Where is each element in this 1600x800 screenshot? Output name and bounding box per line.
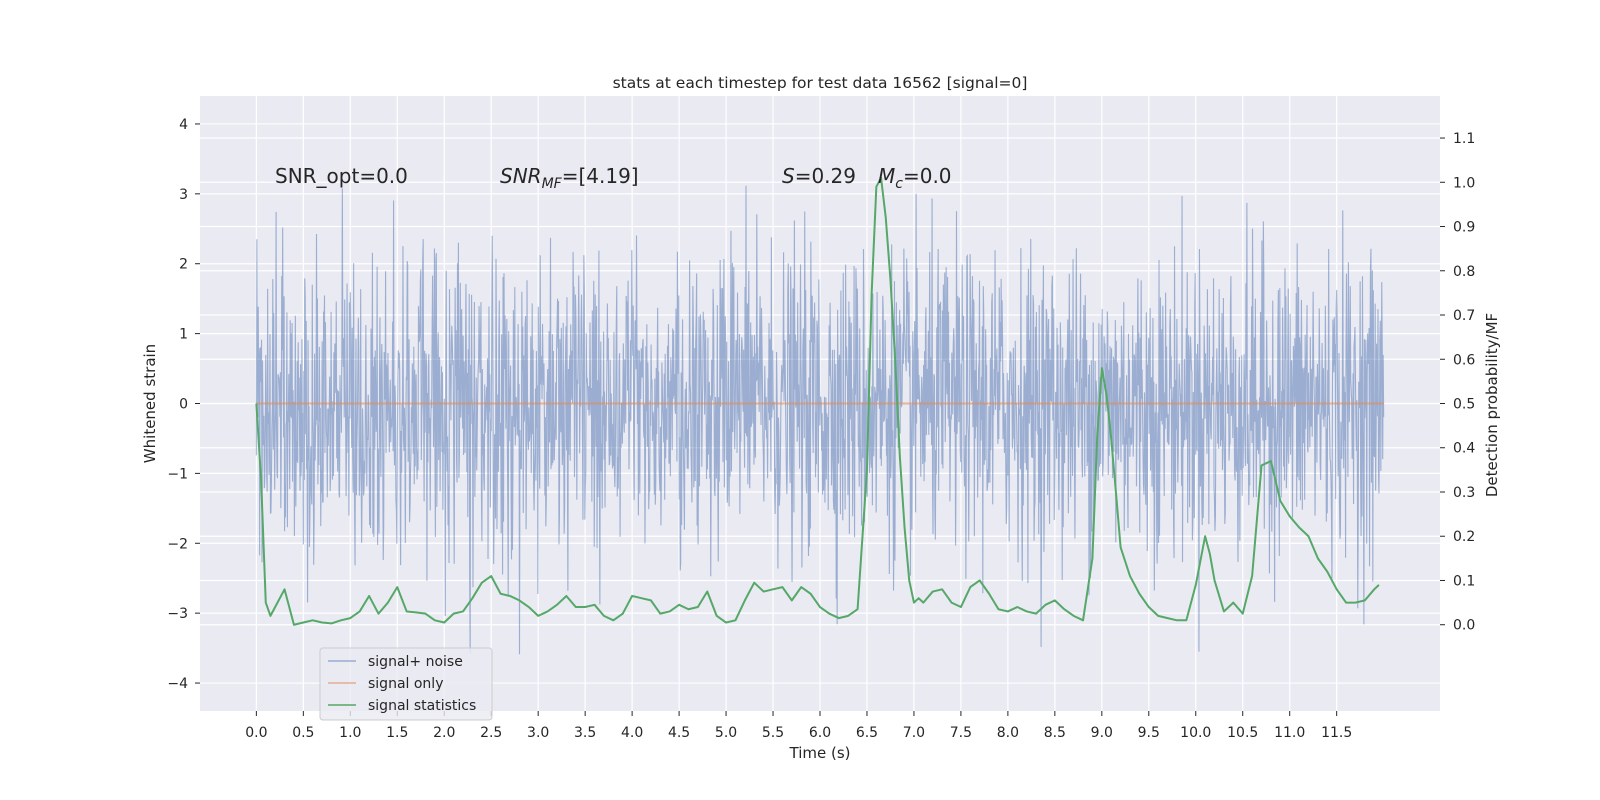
y-tick-label: 4	[179, 117, 188, 133]
annotations: SNR_opt=0.0 SNRMF=[4.19] S=0.29 Mc=0.0	[275, 164, 952, 192]
series-signal-statistics	[255, 176, 1380, 626]
y2-tick-label: 0.9	[1453, 220, 1475, 236]
x-tick-label: 10.0	[1180, 725, 1211, 741]
y2-tick-label: 1.1	[1453, 131, 1475, 147]
mc-main: M	[878, 164, 895, 188]
data-layer	[255, 176, 1385, 655]
snr-opt-annotation: SNR_opt=0.0	[275, 164, 408, 188]
series-signal-noise	[255, 185, 1385, 655]
x-tick-label: 5.5	[762, 725, 784, 741]
y2-tick-label: 0.0	[1453, 618, 1475, 634]
legend-frame	[319, 647, 493, 721]
s-annotation: S=0.29	[782, 164, 856, 188]
x-tick-label: 2.5	[480, 725, 502, 741]
mc-annotation: Mc=0.0	[878, 164, 952, 192]
x-tick-label: 9.5	[1138, 725, 1160, 741]
x-tick-label: 11.5	[1321, 725, 1352, 741]
y-tick-label: −3	[167, 606, 188, 622]
x-tick-label: 3.5	[574, 725, 596, 741]
snr-mf-main: SNR	[500, 164, 542, 188]
y-tick-label: −2	[167, 536, 188, 552]
y-tick-label: −4	[167, 676, 188, 692]
y2-tick-label: 0.8	[1453, 264, 1475, 280]
x-tick-label: 4.5	[668, 725, 690, 741]
y2-tick-label: 0.7	[1453, 308, 1475, 324]
legend: signal+ noise signal only signal statist…	[319, 647, 493, 721]
x-tick-label: 7.5	[950, 725, 972, 741]
legend-label-signal-statistics: signal statistics	[368, 698, 476, 714]
y2-tick-label: 0.6	[1453, 352, 1475, 368]
x-tick-label: 1.5	[386, 725, 408, 741]
y-tick-label: 0	[179, 397, 188, 413]
x-tick-label: 11.0	[1274, 725, 1305, 741]
y2-tick-label: 1.0	[1453, 175, 1475, 191]
y-tick-label: 3	[179, 187, 188, 203]
snr-mf-value: =[4.19]	[562, 164, 639, 188]
y-axis-label: Whitened strain	[141, 344, 159, 463]
x-tick-label: 8.0	[997, 725, 1019, 741]
y-tick-label: 1	[179, 327, 188, 343]
x-tick-label: 3.0	[527, 725, 549, 741]
x-tick-label: 9.0	[1091, 725, 1113, 741]
x-tick-label: 0.0	[245, 725, 267, 741]
snr-mf-annotation: SNRMF=[4.19]	[500, 164, 639, 192]
x-tick-label: 7.0	[903, 725, 925, 741]
y2-tick-label: 0.1	[1453, 573, 1475, 589]
s-value: =0.29	[795, 164, 856, 188]
x-tick-label: 4.0	[621, 725, 643, 741]
mc-sub: c	[895, 176, 903, 192]
y-tick-label: 2	[179, 257, 188, 273]
s-main: S	[782, 164, 795, 188]
x-tick-label: 8.5	[1044, 725, 1066, 741]
snr-mf-sub: MF	[542, 176, 563, 192]
x-tick-label: 6.5	[856, 725, 878, 741]
mc-value: =0.0	[903, 164, 952, 188]
legend-label-signal-noise: signal+ noise	[368, 654, 463, 670]
x-tick-label: 1.0	[339, 725, 361, 741]
x-tick-label: 6.0	[809, 725, 831, 741]
chart-title: stats at each timestep for test data 165…	[613, 74, 1028, 92]
x-axis-label: Time (s)	[789, 744, 851, 762]
x-tick-label: 5.0	[715, 725, 737, 741]
y2-tick-label: 0.4	[1453, 441, 1475, 457]
y2-tick-label: 0.3	[1453, 485, 1475, 501]
x-tick-label: 2.0	[433, 725, 455, 741]
legend-label-signal-only: signal only	[368, 676, 443, 692]
y2-tick-label: 0.5	[1453, 397, 1475, 413]
y2-tick-label: 0.2	[1453, 529, 1475, 545]
tick-labels: 0.0 0.5 1.0 1.5 2.0 2.5 3.0 3.5 4.0 4.5 5.0 5.5 6.0 6…	[167, 117, 1475, 741]
x-tick-label: 0.5	[292, 725, 314, 741]
y2-axis-label: Detection probability/MF	[1483, 313, 1501, 497]
x-tick-label: 10.5	[1227, 725, 1258, 741]
y-tick-label: −1	[167, 466, 188, 482]
